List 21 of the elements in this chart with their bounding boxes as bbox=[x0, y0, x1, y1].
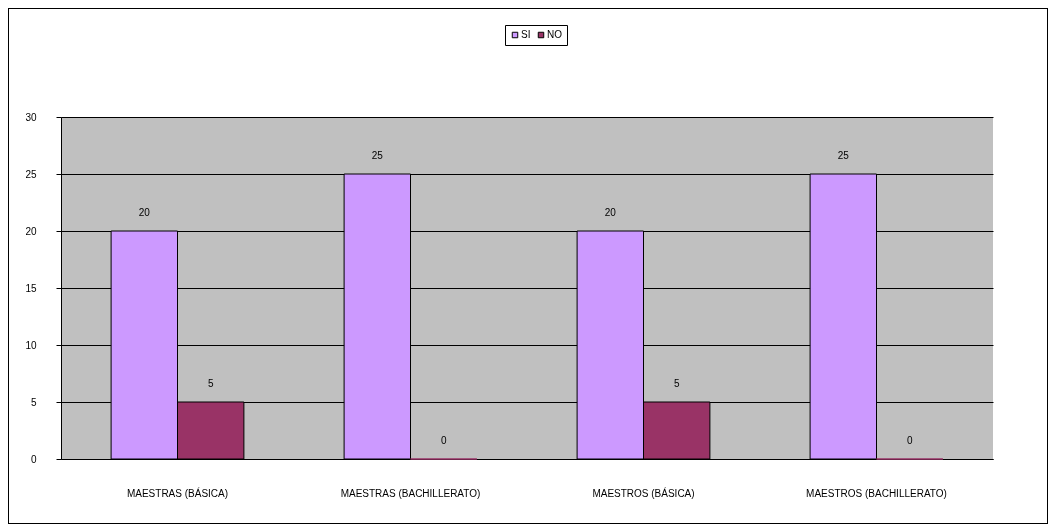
x-tick-label: MAESTROS (BÁSICA) bbox=[592, 486, 695, 499]
data-label: 5 bbox=[673, 378, 680, 389]
x-tick-label: MAESTRAS (BACHILLERATO) bbox=[340, 487, 481, 499]
legend-label: SI bbox=[521, 29, 531, 40]
y-tick-label: 30 bbox=[25, 111, 37, 123]
y-tick-label: 20 bbox=[25, 225, 37, 237]
y-tick-label: 0 bbox=[30, 453, 37, 465]
y-tick-label: 10 bbox=[25, 339, 37, 351]
legend-label: NO bbox=[547, 29, 563, 40]
data-label: 25 bbox=[371, 150, 384, 161]
data-label: 20 bbox=[138, 207, 151, 218]
data-label: 25 bbox=[837, 150, 850, 161]
y-tick-label: 5 bbox=[30, 396, 37, 408]
data-label: 5 bbox=[207, 378, 214, 389]
y-tick-label: 25 bbox=[25, 168, 37, 180]
data-label: 0 bbox=[906, 435, 913, 446]
data-label: 20 bbox=[604, 207, 617, 218]
x-tick-label: MAESTROS (BACHILLERATO) bbox=[806, 487, 947, 499]
data-label: 0 bbox=[440, 435, 447, 446]
y-tick-label: 15 bbox=[25, 282, 37, 294]
x-tick-label: MAESTRAS (BÁSICA) bbox=[126, 486, 229, 499]
